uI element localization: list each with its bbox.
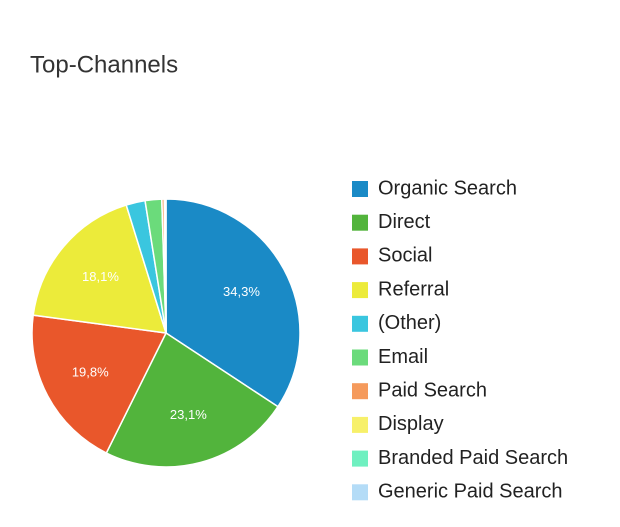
slice-label: 18,1% (82, 269, 119, 284)
legend-label: Organic Search (378, 177, 517, 199)
legend-swatch (352, 484, 368, 501)
legend-swatch (352, 315, 368, 332)
legend-label: Paid Search (378, 379, 487, 401)
legend-label: Branded Paid Search (378, 447, 568, 469)
pie-slice (31, 314, 168, 454)
legend-label: Referral (378, 278, 449, 300)
legend-swatch (352, 450, 368, 467)
legend-swatch (352, 248, 368, 265)
legend-label: Social (378, 245, 432, 267)
legend-label: (Other) (378, 312, 441, 334)
slice-label: 19,8% (72, 365, 109, 380)
legend-swatch (352, 214, 368, 231)
legend-swatch (352, 383, 368, 400)
slice-label: 34,3% (223, 284, 260, 299)
slice-label: 23,1% (170, 407, 207, 422)
pie-slice (32, 204, 168, 334)
legend-swatch (352, 181, 368, 197)
legend-swatch (352, 349, 368, 366)
legend-swatch (352, 282, 368, 299)
legend-label: Generic Paid Search (378, 481, 563, 503)
legend-swatch (352, 416, 368, 433)
pie-slice (105, 331, 279, 468)
legend-label: Display (378, 413, 444, 435)
legend-label: Direct (378, 211, 431, 233)
legend-label: Email (378, 346, 428, 368)
chart-title: Top-Channels (30, 51, 178, 78)
